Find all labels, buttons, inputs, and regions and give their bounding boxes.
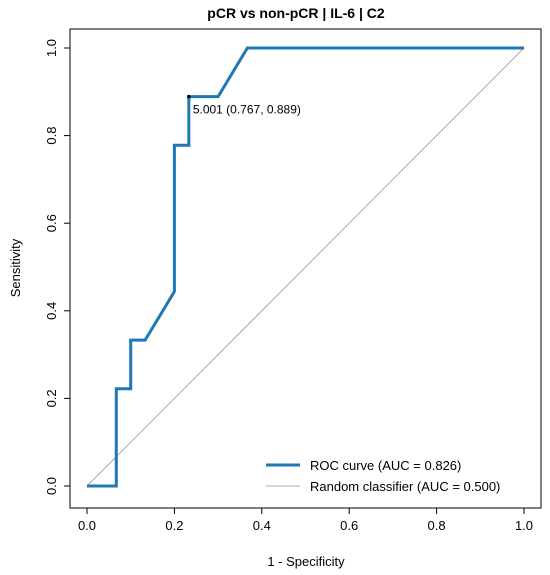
annotation-layer: 5.001 (0.767, 0.889) [187, 94, 301, 117]
x-tick-label: 0.2 [165, 518, 183, 533]
y-tick-label: 0.4 [44, 302, 59, 320]
legend-box [258, 452, 534, 498]
x-tick-label: 0.0 [78, 518, 96, 533]
axes: 0.0 0.2 0.4 0.6 0.8 1.0 0.0 0.2 0.4 0.6 0.8 1.0 [44, 39, 533, 533]
plot-frame [69, 28, 542, 509]
y-axis-title: Sensitivity [8, 238, 23, 297]
y-tick-label: 0.6 [44, 214, 59, 232]
x-tick-label: 0.8 [428, 518, 446, 533]
series-layer [86, 46, 525, 488]
y-tick-label: 0.2 [44, 389, 59, 407]
x-tick-label: 1.0 [515, 518, 533, 533]
y-tick-label: 0.8 [44, 127, 59, 145]
y-tick-label: 0.0 [44, 477, 59, 495]
legend-random-label: Random classifier (AUC = 0.500) [310, 479, 500, 494]
x-tick-label: 0.6 [340, 518, 358, 533]
legend-roc-label: ROC curve (AUC = 0.826) [310, 458, 461, 473]
x-tick-label: 0.4 [253, 518, 271, 533]
threshold-label: 5.001 (0.767, 0.889) [193, 103, 301, 117]
y-tick-label: 1.0 [44, 39, 59, 57]
chart-title: pCR vs non-pCR | IL-6 | C2 [207, 5, 385, 21]
threshold-point [187, 94, 191, 99]
roc-curve-line [87, 46, 524, 488]
legend: ROC curve (AUC = 0.826) Random classifie… [258, 452, 534, 498]
random-classifier-line [86, 47, 525, 487]
x-axis-title: 1 - Specificity [267, 554, 345, 569]
